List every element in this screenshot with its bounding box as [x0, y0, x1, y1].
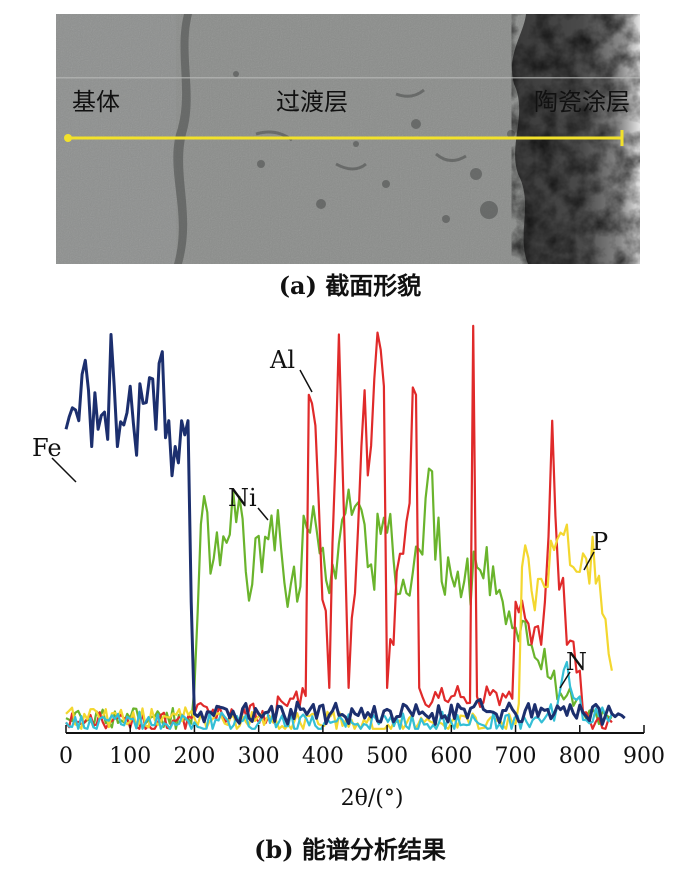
eds-line-scan-chart: 0 100 200 300 400 500 600 700 800 900 2θ/(°) Fe N…	[32, 324, 665, 811]
x-tick-label-700: 700	[495, 744, 537, 769]
series-label-p: P	[583, 528, 608, 571]
region-label-ceramic: 陶瓷涂层	[534, 88, 630, 116]
region-label-substrate: 基体	[72, 88, 120, 116]
series-line-p	[65, 523, 613, 730]
x-tick-label-100: 100	[109, 744, 151, 769]
caption-a: (a) 截面形貌	[0, 266, 700, 301]
series-label-fe-text: Fe	[32, 434, 62, 462]
cross-section-micrograph: 基体 过渡层 陶瓷涂层	[56, 14, 640, 264]
series-label-ni: Ni	[228, 484, 269, 521]
caption-b: (b) 能谱分析结果	[0, 830, 700, 865]
series-label-al-text: Al	[269, 346, 295, 374]
region-label-interlayer: 过渡层	[276, 88, 348, 116]
x-tick-label-500: 500	[366, 744, 408, 769]
caption-b-letter: (b)	[254, 835, 294, 864]
caption-a-text: 截面形貌	[325, 271, 422, 300]
series-label-al: Al	[269, 346, 313, 393]
series-line-n	[65, 660, 613, 730]
series-label-p-text: P	[592, 528, 608, 556]
series-label-fe: Fe	[32, 434, 77, 483]
x-tick-label-900: 900	[623, 744, 665, 769]
line-scan-start-marker	[64, 134, 72, 142]
series-label-n: N	[559, 648, 587, 689]
series-layer	[64, 324, 626, 730]
x-tick-label-0: 0	[59, 744, 73, 769]
caption-b-text: 能谱分析结果	[301, 835, 446, 864]
series-label-ni-text: Ni	[228, 484, 257, 512]
series-line-al	[65, 324, 613, 730]
x-axis-ticks: 0 100 200 300 400 500 600 700 800 900	[59, 725, 665, 769]
x-tick-label-600: 600	[430, 744, 472, 769]
caption-a-letter: (a)	[278, 271, 317, 300]
x-tick-label-300: 300	[238, 744, 280, 769]
series-label-n-text: N	[566, 648, 587, 676]
x-tick-label-200: 200	[173, 744, 215, 769]
x-tick-label-800: 800	[559, 744, 601, 769]
series-line-fe	[64, 333, 626, 726]
series-line-ni	[65, 467, 613, 730]
x-tick-label-400: 400	[302, 744, 344, 769]
x-axis-label: 2θ/(°)	[341, 786, 404, 811]
